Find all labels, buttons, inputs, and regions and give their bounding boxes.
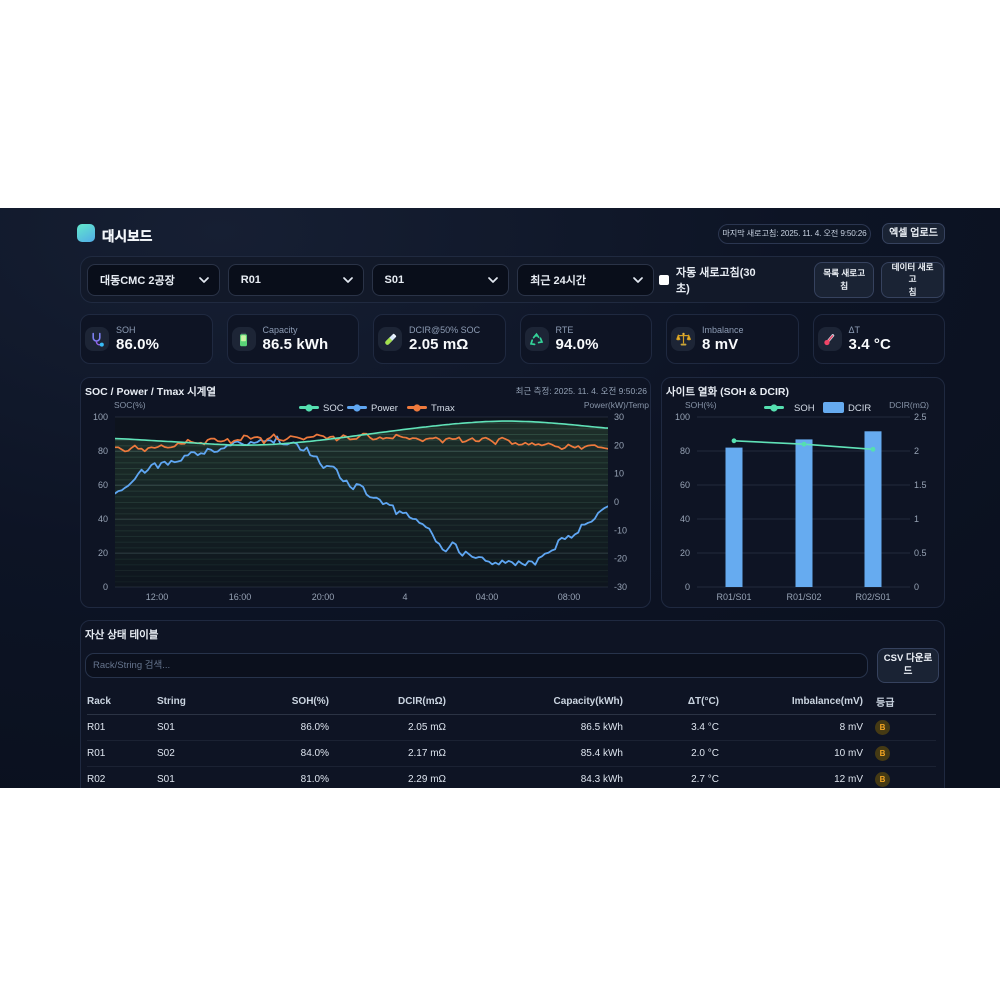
svg-text:40: 40 xyxy=(680,514,690,524)
svg-text:12:00: 12:00 xyxy=(146,592,169,602)
svg-text:10: 10 xyxy=(614,469,624,479)
svg-text:04:00: 04:00 xyxy=(476,592,499,602)
svg-text:1.5: 1.5 xyxy=(914,480,927,490)
svg-text:16:00: 16:00 xyxy=(229,592,252,602)
svg-text:0: 0 xyxy=(614,497,619,507)
svg-text:Power(kW)/Temp: Power(kW)/Temp xyxy=(584,400,649,410)
svg-text:DCIR(mΩ): DCIR(mΩ) xyxy=(889,400,929,410)
svg-text:-20: -20 xyxy=(614,554,627,564)
svg-text:DCIR: DCIR xyxy=(848,403,871,414)
svg-text:30: 30 xyxy=(614,412,624,422)
svg-text:Power: Power xyxy=(371,403,398,414)
svg-text:20: 20 xyxy=(680,548,690,558)
svg-text:0: 0 xyxy=(103,582,108,592)
svg-text:SOC: SOC xyxy=(323,403,344,414)
svg-text:20: 20 xyxy=(98,548,108,558)
svg-text:100: 100 xyxy=(675,412,690,422)
svg-text:100: 100 xyxy=(93,412,108,422)
svg-text:20: 20 xyxy=(614,440,624,450)
svg-text:Tmax: Tmax xyxy=(431,403,455,414)
svg-text:0: 0 xyxy=(914,582,919,592)
svg-text:60: 60 xyxy=(98,480,108,490)
svg-text:-30: -30 xyxy=(614,582,627,592)
svg-text:60: 60 xyxy=(680,480,690,490)
svg-text:R02/S01: R02/S01 xyxy=(855,592,890,602)
svg-text:-10: -10 xyxy=(614,525,627,535)
svg-text:SOH: SOH xyxy=(794,403,815,414)
svg-text:SOC(%): SOC(%) xyxy=(114,400,146,410)
svg-text:0: 0 xyxy=(685,582,690,592)
svg-text:80: 80 xyxy=(680,446,690,456)
svg-text:SOH(%): SOH(%) xyxy=(685,400,717,410)
svg-text:R01/S01: R01/S01 xyxy=(716,592,751,602)
svg-text:0.5: 0.5 xyxy=(914,548,927,558)
svg-text:R01/S02: R01/S02 xyxy=(786,592,821,602)
svg-text:08:00: 08:00 xyxy=(558,592,581,602)
svg-text:40: 40 xyxy=(98,514,108,524)
svg-text:2.5: 2.5 xyxy=(914,412,927,422)
svg-text:4: 4 xyxy=(402,592,407,602)
svg-text:20:00: 20:00 xyxy=(312,592,335,602)
svg-text:1: 1 xyxy=(914,514,919,524)
svg-text:2: 2 xyxy=(914,446,919,456)
svg-text:80: 80 xyxy=(98,446,108,456)
